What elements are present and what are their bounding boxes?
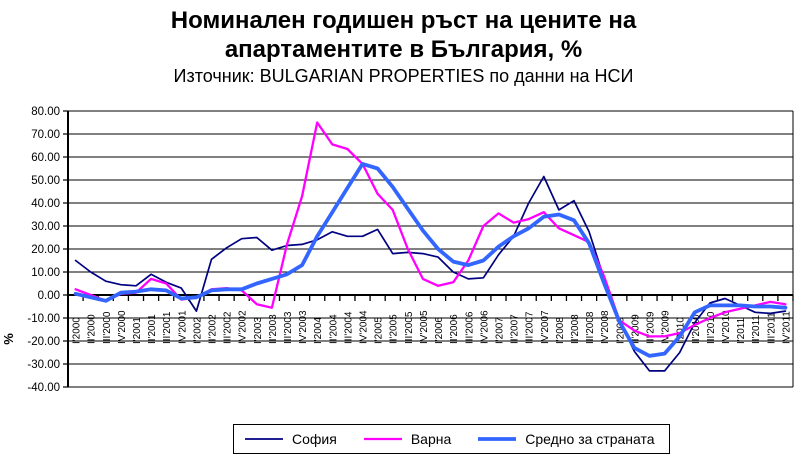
x-tick-label: III'2005 bbox=[404, 311, 415, 344]
x-tick-label: III'2010 bbox=[706, 311, 717, 344]
x-tick-label: II'2003 bbox=[268, 313, 279, 343]
legend-item-sofia: София bbox=[244, 431, 337, 447]
y-tick-label: 10.00 bbox=[31, 267, 60, 279]
x-tick-label: II'2004 bbox=[328, 313, 339, 343]
x-tick-label: I'2002 bbox=[192, 316, 203, 343]
x-tick-label: I'2000 bbox=[72, 316, 83, 343]
legend-item-varna: Варна bbox=[363, 431, 451, 447]
x-tick-label: IV'2007 bbox=[540, 309, 551, 343]
y-tick-label: -20.00 bbox=[27, 336, 60, 348]
legend-line-swatch-varna bbox=[363, 437, 402, 441]
legend-label-sofia: София bbox=[292, 431, 337, 447]
plot-area: 80.00 70.00 60.00 50.00 40.00 30.00 20.00 10.00… bbox=[1, 106, 794, 394]
x-tick-label: IV'2010 bbox=[721, 309, 732, 343]
x-tick-label: I'2006 bbox=[434, 316, 445, 343]
x-tick-label: III'2000 bbox=[102, 311, 113, 344]
x-tick-label: III'2006 bbox=[464, 311, 475, 344]
y-tick-label: 70.00 bbox=[31, 129, 60, 141]
x-tick-label: II'2006 bbox=[449, 313, 460, 343]
series-line-0 bbox=[74, 175, 787, 372]
x-tick-label: IV'2003 bbox=[298, 309, 309, 343]
y-tick-label: 20.00 bbox=[31, 244, 60, 256]
x-tick-label: III'2011 bbox=[766, 311, 777, 343]
legend-label-varna: Варна bbox=[410, 431, 452, 447]
x-tick-label: II'2000 bbox=[87, 313, 98, 343]
legend: София Варна Средно за страната bbox=[233, 424, 670, 454]
x-tick-label: II'2010 bbox=[691, 313, 702, 343]
y-tick-label: 40.00 bbox=[31, 198, 60, 210]
x-tick-label: I'2008 bbox=[555, 316, 566, 343]
x-tick-label: IV'2009 bbox=[661, 309, 672, 343]
x-tick-label: I'2011 bbox=[736, 317, 747, 344]
x-tick-label: III'2008 bbox=[585, 311, 596, 344]
y-tick-label: 30.00 bbox=[31, 221, 60, 233]
x-tick-label: III'2009 bbox=[646, 311, 657, 344]
x-tick-label: IV'2004 bbox=[359, 309, 370, 343]
y-tick-label: -10.00 bbox=[27, 313, 60, 325]
y-tick-label: 0.00 bbox=[38, 290, 60, 302]
legend-item-country-average: Средно за страната bbox=[477, 431, 655, 447]
x-tick-label: II'2007 bbox=[510, 313, 521, 343]
legend-label-country-average: Средно за страната bbox=[525, 431, 655, 447]
legend-line-swatch-sofia bbox=[245, 438, 283, 440]
series-line-1 bbox=[74, 120, 787, 338]
x-tick-label: I'2007 bbox=[494, 316, 505, 343]
x-tick-label: II'2008 bbox=[570, 313, 581, 343]
x-tick-label: III'2004 bbox=[343, 311, 354, 344]
x-tick-label: IV'2002 bbox=[238, 309, 249, 343]
y-tick-label: 80.00 bbox=[31, 106, 60, 118]
x-tick-label: II'2005 bbox=[389, 313, 400, 343]
x-tick-label: III'2001 bbox=[162, 311, 173, 344]
chart-subtitle: Източник: BULGARIAN PROPERTIES по данни … bbox=[173, 65, 634, 86]
legend-line-swatch-country-average bbox=[478, 437, 517, 441]
series-line-2 bbox=[73, 161, 788, 358]
y-axis-title: % bbox=[1, 332, 16, 344]
y-tick-label: 60.00 bbox=[31, 152, 60, 164]
x-tick-label: III'2002 bbox=[223, 311, 234, 344]
y-tick-label: -30.00 bbox=[27, 359, 60, 371]
chart-title: Номинален годишен ръст на цените на апар… bbox=[170, 7, 637, 64]
y-tick-label: 50.00 bbox=[31, 175, 60, 187]
x-tick-label: I'2010 bbox=[676, 316, 687, 343]
x-tick-label: II'2001 bbox=[147, 313, 158, 343]
x-tick-label: II'2009 bbox=[630, 313, 641, 343]
x-tick-label: IV'2008 bbox=[600, 309, 611, 343]
x-tick-label: IV'2011 bbox=[781, 310, 792, 343]
x-tick-label: I'2004 bbox=[313, 316, 324, 343]
x-tick-label: IV'2006 bbox=[479, 309, 490, 343]
x-tick-label: IV'2005 bbox=[419, 309, 430, 343]
x-tick-label: IV'2000 bbox=[117, 309, 128, 343]
x-tick-label: II'2002 bbox=[207, 313, 218, 343]
x-tick-label: I'2009 bbox=[615, 316, 626, 343]
x-tick-label: III'2003 bbox=[283, 311, 294, 344]
x-tick-label: III'2007 bbox=[525, 311, 536, 344]
x-tick-label: I'2001 bbox=[132, 316, 143, 343]
x-tick-label: IV'2001 bbox=[177, 309, 188, 343]
x-tick-label: II'2011 bbox=[751, 314, 762, 343]
x-tick-label: I'2005 bbox=[374, 316, 385, 343]
y-tick-label: -40.00 bbox=[27, 382, 60, 394]
x-tick-label: I'2003 bbox=[253, 316, 264, 343]
